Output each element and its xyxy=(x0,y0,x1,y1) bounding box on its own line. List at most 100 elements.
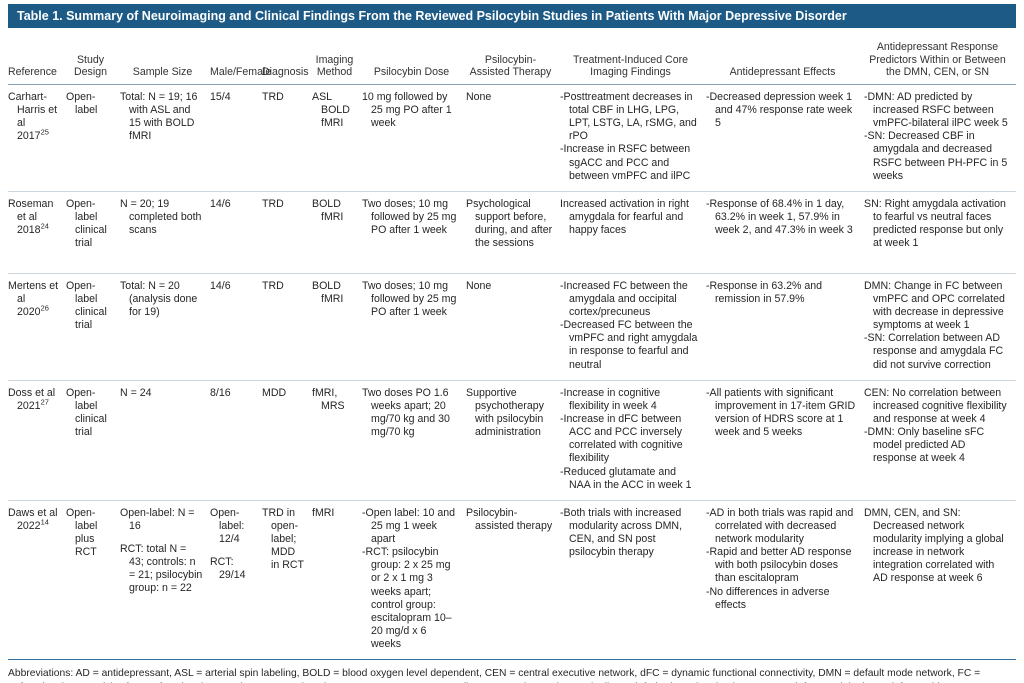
cell-text: BOLD fMRI xyxy=(312,197,344,223)
cell-reference: Mertens et al 202026 xyxy=(8,273,66,381)
cell-text: SN: Right amygdala activation to fearful… xyxy=(864,197,1006,250)
cell-text: RCT: total N = 43; controls: n = 21; psi… xyxy=(120,543,203,595)
cell-text: Open-label: N = 16 xyxy=(120,506,195,532)
cell-text: -Decreased FC between the vmPFC and righ… xyxy=(560,319,698,371)
cell-imaging-method: BOLD fMRI xyxy=(312,273,362,381)
reference-citation: 27 xyxy=(40,397,49,407)
cell-text: -AD in both trials was rapid and correla… xyxy=(706,506,854,545)
cell-text: Psilocybin-assisted therapy xyxy=(466,506,553,532)
cell-diagnosis: TRD xyxy=(262,191,312,274)
cell-study-design: Open-label clinical trial xyxy=(66,380,120,501)
col-header-reference: Reference xyxy=(8,33,66,85)
abbreviations-footnote: Abbreviations: AD = antidepressant, ASL … xyxy=(8,660,1016,683)
cell-sample-size: N = 24 xyxy=(120,380,210,501)
cell-imaging-method: fMRI xyxy=(312,500,362,661)
cell-text: None xyxy=(466,90,492,103)
cell-text: Total: N = 20 (analysis done for 19) xyxy=(120,279,198,318)
cell-text: Open-label xyxy=(66,90,98,116)
cell-psilocybin-dose: Two doses; 10 mg followed by 25 mg PO af… xyxy=(362,273,466,381)
cell-assisted-therapy: Psychological support before, during, an… xyxy=(466,191,560,274)
cell-text: ASL BOLD fMRI xyxy=(312,90,350,130)
cell-text: -DMN: Only baseline sFC model predicted … xyxy=(864,426,985,465)
col-header-sample-size: Sample Size xyxy=(120,33,210,85)
cell-sample-size: Total: N = 19; 16 with ASL and 15 with B… xyxy=(120,84,210,192)
cell-text: 8/16 xyxy=(210,386,231,399)
cell-sample-size: Total: N = 20 (analysis done for 19) xyxy=(120,273,210,381)
table-row-roseman-2018: Roseman et al 201824 Open-label clinical… xyxy=(8,191,1016,274)
cell-text: TRD xyxy=(262,90,284,103)
cell-male-female: 14/6 xyxy=(210,273,262,381)
cell-male-female: Open-label: 12/4 RCT: 29/14 xyxy=(210,500,262,661)
table-header: Reference Study Design Sample Size Male/… xyxy=(8,33,1016,85)
cell-psilocybin-dose: Two doses PO 1.6 weeks apart; 20 mg/70 k… xyxy=(362,380,466,501)
cell-text: Total: N = 19; 16 with ASL and 15 with B… xyxy=(120,90,198,143)
cell-text: Two doses; 10 mg followed by 25 mg PO af… xyxy=(362,197,457,236)
cell-reference: Doss et al 202127 xyxy=(8,380,66,501)
cell-text: -Increase in RSFC between sgACC and PCC … xyxy=(560,143,691,182)
reference-text: Doss et al 2021 xyxy=(8,386,56,412)
cell-imaging-findings: -Posttreatment decreases in total CBF in… xyxy=(560,84,706,192)
reference-text: Daws et al 2022 xyxy=(8,506,58,532)
cell-text: RCT: 29/14 xyxy=(210,556,246,582)
studies-table: Reference Study Design Sample Size Male/… xyxy=(8,33,1016,661)
cell-diagnosis: TRD xyxy=(262,84,312,192)
cell-text: Two doses PO 1.6 weeks apart; 20 mg/70 k… xyxy=(362,386,450,439)
col-header-male-female: Male/Female xyxy=(210,33,271,85)
cell-text: -Increase in dFC between ACC and PCC inv… xyxy=(560,413,683,465)
cell-text: CEN: No correlation between increased co… xyxy=(864,386,1007,425)
cell-text: 14/6 xyxy=(210,279,231,292)
table-title-bar: Table 1. Summary of Neuroimaging and Cli… xyxy=(8,4,1016,29)
cell-male-female: 15/4 xyxy=(210,84,262,192)
cell-assisted-therapy: None xyxy=(466,273,560,381)
cell-text: -RCT: psilocybin group: 2 x 25 mg or 2 x… xyxy=(362,546,452,650)
cell-assisted-therapy: Psilocybin-assisted therapy xyxy=(466,500,560,661)
cell-text: -SN: Correlation between AD response and… xyxy=(864,332,1004,371)
cell-text: 15/4 xyxy=(210,90,231,103)
reference-text: Carhart-Harris et al 2017 xyxy=(8,90,58,143)
cell-sample-size: N = 20; 19 completed both scans xyxy=(120,191,210,274)
cell-text: -DMN: AD predicted by increased RSFC bet… xyxy=(864,90,1008,130)
cell-text: -Response of 68.4% in 1 day, 63.2% in we… xyxy=(706,197,853,236)
cell-study-design: Open-label plus RCT xyxy=(66,500,120,661)
cell-study-design: Open-label xyxy=(66,84,120,192)
cell-study-design: Open-label clinical trial xyxy=(66,191,120,274)
cell-text: -All patients with significant improveme… xyxy=(706,386,856,439)
col-header-imaging-method: Imaging Method xyxy=(312,33,362,85)
cell-text: Open-label clinical trial xyxy=(66,279,107,332)
reference-citation: 14 xyxy=(40,517,49,527)
cell-text: -SN: Decreased CBF in amygdala and decre… xyxy=(864,130,1008,182)
cell-assisted-therapy: None xyxy=(466,84,560,192)
cell-text: -Increased FC between the amygdala and o… xyxy=(560,279,688,318)
cell-text: MDD xyxy=(262,386,287,399)
cell-text: DMN: Change in FC between vmPFC and OPC … xyxy=(864,279,1005,332)
cell-text: fMRI xyxy=(312,506,335,519)
col-header-assisted-therapy: Psilocybin-Assisted Therapy xyxy=(466,33,560,85)
table-body: Carhart-Harris et al 201725 Open-label T… xyxy=(8,84,1016,661)
cell-imaging-method: fMRI, MRS xyxy=(312,380,362,501)
cell-text: -Posttreatment decreases in total CBF in… xyxy=(560,90,697,143)
cell-text: -Reduced glutamate and NAA in the ACC in… xyxy=(560,465,692,491)
cell-text: TRD xyxy=(262,197,284,210)
cell-text: BOLD fMRI xyxy=(312,279,344,305)
cell-text: -Decreased depression week 1 and 47% res… xyxy=(706,90,853,130)
cell-response-predictors: CEN: No correlation between increased co… xyxy=(864,380,1016,501)
cell-reference: Roseman et al 201824 xyxy=(8,191,66,274)
reference-text: Mertens et al 2020 xyxy=(8,279,59,318)
reference-citation: 24 xyxy=(40,221,49,231)
cell-male-female: 14/6 xyxy=(210,191,262,274)
cell-text: -Open label: 10 and 25 mg 1 week apart xyxy=(362,506,456,545)
cell-text: fMRI, MRS xyxy=(312,386,345,412)
header-row: Reference Study Design Sample Size Male/… xyxy=(8,33,1016,85)
cell-imaging-findings: Increased activation in right amygdala f… xyxy=(560,191,706,274)
cell-antidepressant-effects: -Response of 68.4% in 1 day, 63.2% in we… xyxy=(706,191,864,274)
cell-text: None xyxy=(466,279,492,292)
reference-citation: 26 xyxy=(40,303,49,313)
cell-male-female: 8/16 xyxy=(210,380,262,501)
cell-response-predictors: DMN: Change in FC between vmPFC and OPC … xyxy=(864,273,1016,381)
cell-text: -No differences in adverse effects xyxy=(706,585,830,611)
cell-diagnosis: TRD in open-label; MDD in RCT xyxy=(262,500,312,661)
cell-diagnosis: TRD xyxy=(262,273,312,381)
table-row-doss-2021: Doss et al 202127 Open-label clinical tr… xyxy=(8,380,1016,501)
table-title: Table 1. Summary of Neuroimaging and Cli… xyxy=(17,9,847,23)
